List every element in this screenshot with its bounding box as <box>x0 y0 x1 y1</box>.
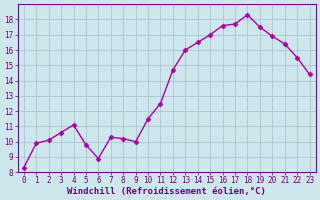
X-axis label: Windchill (Refroidissement éolien,°C): Windchill (Refroidissement éolien,°C) <box>67 187 266 196</box>
